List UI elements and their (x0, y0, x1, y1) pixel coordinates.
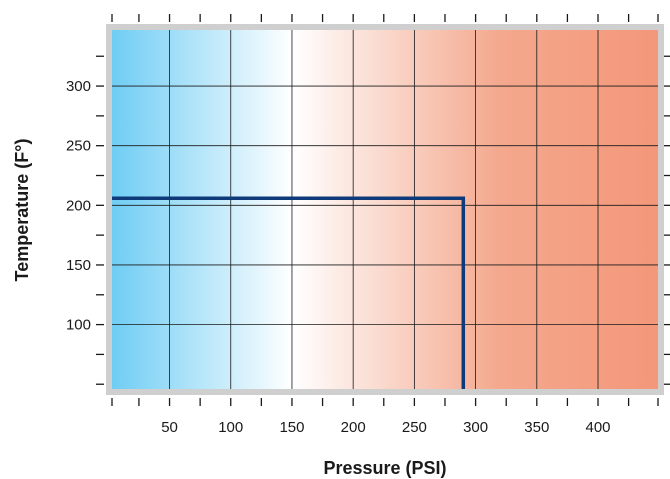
series-group (112, 196, 466, 389)
x-tick-label: 300 (463, 419, 488, 436)
series-line (112, 196, 466, 389)
y-tick-label: 100 (66, 317, 91, 334)
x-tick-label: 150 (279, 419, 304, 436)
plot-background (112, 30, 658, 389)
x-axis-title: Pressure (PSI) (323, 458, 446, 478)
grid-lines (112, 30, 658, 389)
x-tick-label: 200 (341, 419, 366, 436)
y-axis-title: Temperature (F°) (12, 139, 32, 282)
y-tick-label: 250 (66, 138, 91, 155)
y-tick-label: 200 (66, 197, 91, 214)
plot-frame (106, 24, 664, 395)
y-tick-labels: 100 150 200 250 300 (66, 78, 91, 334)
x-tick-label: 250 (402, 419, 427, 436)
x-tick-label: 50 (161, 419, 178, 436)
x-tick-labels: 50 100 150 200 250 300 350 400 (161, 419, 610, 436)
y-tick-label: 300 (66, 78, 91, 95)
x-tick-label: 100 (218, 419, 243, 436)
ticks (96, 14, 670, 406)
x-tick-label: 350 (524, 419, 549, 436)
y-tick-label: 150 (66, 257, 91, 274)
x-tick-label: 400 (585, 419, 610, 436)
